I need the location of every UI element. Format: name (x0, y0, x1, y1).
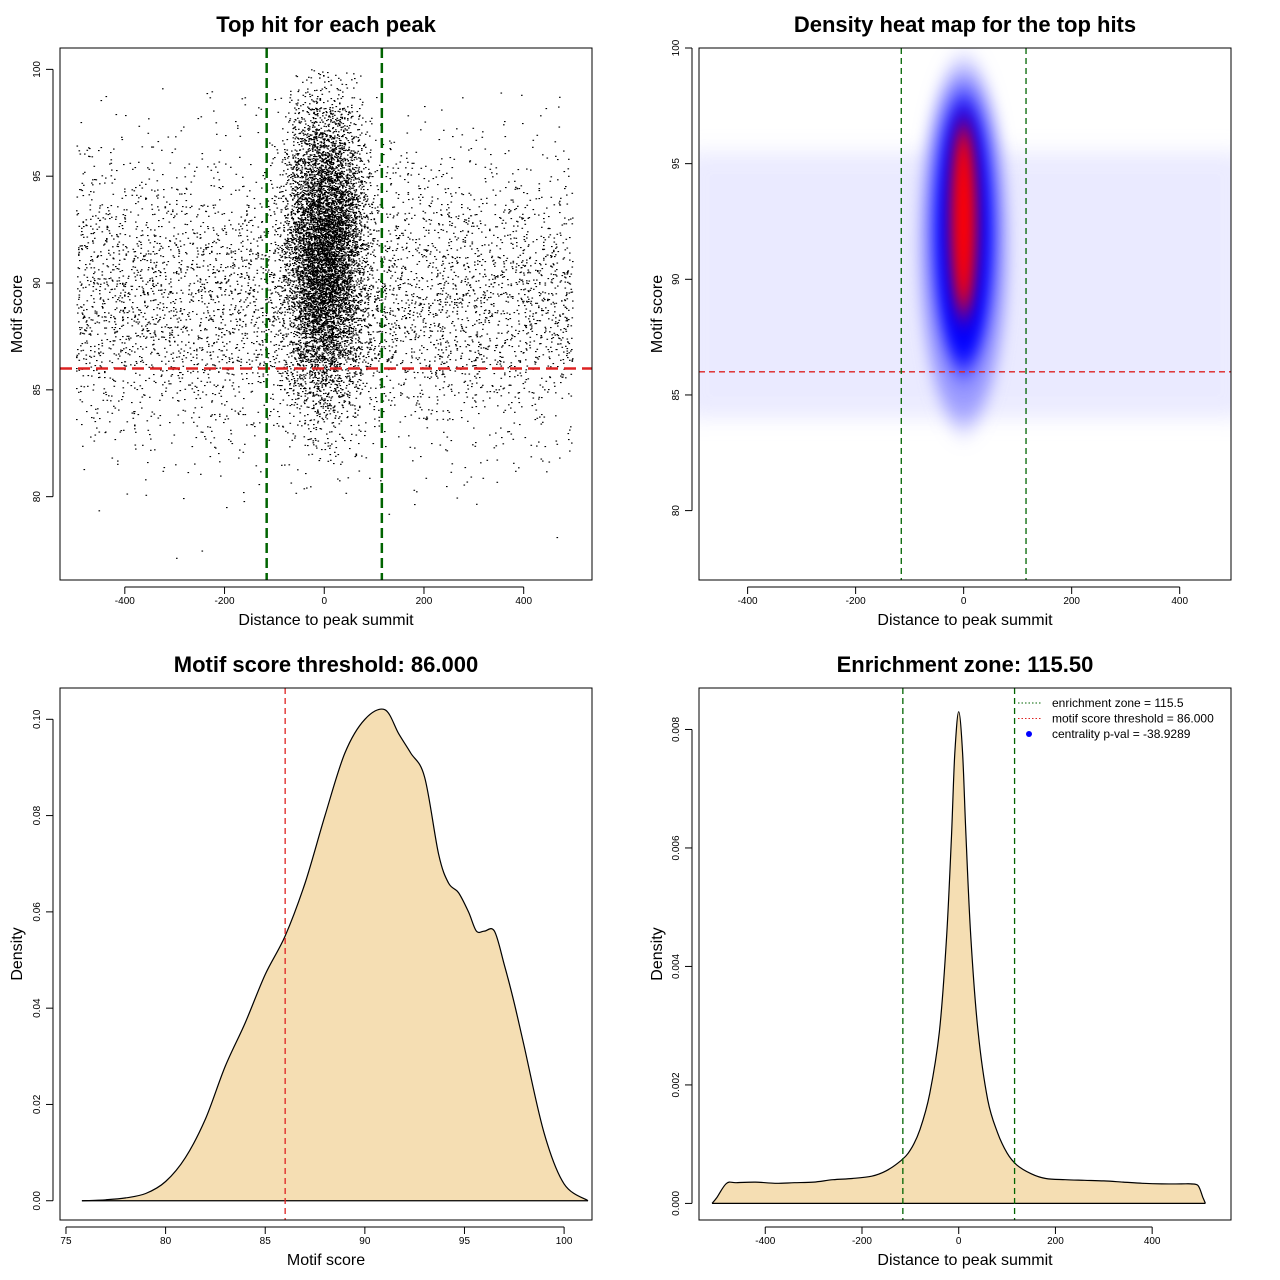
x-tick-label: 200 (416, 596, 433, 607)
chart-title: Motif score threshold: 86.000 (174, 652, 478, 677)
y-tick-label: 0.008 (671, 717, 682, 742)
y-axis: 0.000 0.002 0.004 0.006 0.008 (671, 717, 693, 1216)
y-tick-label: 95 (671, 158, 682, 170)
density-curve (81, 708, 589, 1202)
x-tick-label: 75 (60, 1236, 72, 1247)
distance-density-panel: -400 -200 0 200 400 0.000 0.002 0.004 0.006 0.008… (649, 652, 1232, 1269)
y-tick-label: 95 (32, 170, 43, 182)
y-tick-label: 0.00 (32, 1191, 43, 1211)
legend: enrichment zone = 115.5 motif score thres… (1018, 696, 1214, 741)
y-tick-label: 80 (32, 491, 43, 503)
x-axis: -400 -200 0 200 400 (738, 586, 1188, 607)
x-axis-label: Distance to peak summit (238, 612, 414, 629)
plot-frame (59, 687, 593, 1221)
x-axis-label: Distance to peak summit (877, 1252, 1053, 1269)
score-density-panel: 75 80 85 90 95 100 0.00 0.02 0.04 0.06 0.08 0.10 Mot… (9, 652, 593, 1269)
density-area (81, 709, 589, 1201)
heatmap-layer (699, 48, 1231, 580)
x-tick-label: 80 (160, 1236, 172, 1247)
scatter-panel: -400 -200 0 200 400 80 85 90 95 100 Top hit for ea… (9, 12, 593, 629)
x-tick-label: 400 (1144, 1236, 1161, 1247)
x-tick-label: 90 (359, 1236, 371, 1247)
chart-title: Density heat map for the top hits (794, 12, 1136, 37)
y-tick-label: 0.06 (32, 902, 43, 922)
y-tick-label: 100 (671, 39, 682, 56)
chart-title: Top hit for each peak (216, 12, 436, 37)
x-tick-label: 100 (556, 1236, 573, 1247)
y-axis: 80 85 90 95 100 (671, 39, 693, 517)
x-tick-label: 85 (260, 1236, 272, 1247)
y-tick-label: 0.02 (32, 1094, 43, 1114)
x-tick-label: 0 (961, 596, 967, 607)
chart-title: Enrichment zone: 115.50 (837, 652, 1094, 677)
heatmap-panel: -400 -200 0 200 400 80 85 90 95 100 Density heat m… (649, 12, 1232, 629)
y-axis-label: Motif score (9, 275, 26, 353)
y-tick-label: 90 (32, 277, 43, 289)
x-tick-label: 0 (321, 596, 327, 607)
x-tick-label: 200 (1063, 596, 1080, 607)
x-axis-label: Motif score (287, 1252, 365, 1269)
y-tick-label: 0.000 (671, 1190, 682, 1215)
density-area (712, 711, 1206, 1204)
y-axis-label: Density (649, 927, 666, 980)
x-tick-label: -400 (738, 596, 758, 607)
y-tick-label: 85 (671, 389, 682, 401)
x-axis-label: Distance to peak summit (877, 612, 1053, 629)
legend-swatch-pval (1026, 731, 1032, 737)
legend-entry-label: enrichment zone = 115.5 (1052, 696, 1184, 710)
legend-entry-label: centrality p-val = -38.9289 (1052, 727, 1191, 741)
x-tick-label: 400 (1171, 596, 1188, 607)
x-tick-label: 0 (956, 1236, 962, 1247)
y-tick-label: 80 (671, 505, 682, 517)
y-axis-label: Motif score (649, 275, 666, 353)
x-axis: 75 80 85 90 95 100 (60, 1226, 573, 1247)
x-axis: -400 -200 0 200 400 (755, 1226, 1161, 1247)
x-tick-label: -400 (755, 1236, 775, 1247)
heatmap-core-peak (950, 122, 977, 317)
x-tick-label: -200 (846, 596, 866, 607)
y-axis: 0.00 0.02 0.04 0.06 0.08 0.10 (32, 709, 54, 1211)
scatter-point-cloud (76, 69, 574, 559)
x-tick-label: -200 (215, 596, 235, 607)
x-tick-label: 400 (515, 596, 532, 607)
y-tick-label: 0.10 (32, 709, 43, 729)
y-tick-label: 0.004 (671, 953, 682, 978)
y-tick-label: 0.006 (671, 835, 682, 860)
plot-frame (698, 687, 1232, 1221)
y-tick-label: 0.002 (671, 1072, 682, 1097)
x-axis: -400 -200 0 200 400 (115, 586, 532, 607)
x-tick-label: 95 (459, 1236, 471, 1247)
y-tick-label: 100 (32, 61, 43, 78)
density-curve (711, 711, 1206, 1204)
scatter-points (76, 69, 574, 559)
y-tick-label: 85 (32, 384, 43, 396)
y-axis: 80 85 90 95 100 (32, 61, 54, 503)
y-tick-label: 0.08 (32, 805, 43, 825)
x-tick-label: -200 (852, 1236, 872, 1247)
legend-entry-label: motif score threshold = 86.000 (1052, 712, 1214, 726)
x-tick-label: 200 (1047, 1236, 1064, 1247)
y-tick-label: 0.04 (32, 998, 43, 1018)
y-axis-label: Density (9, 927, 26, 980)
y-tick-label: 90 (671, 273, 682, 285)
plot-frame (59, 47, 593, 581)
plot-frame (698, 47, 1232, 581)
x-tick-label: -400 (115, 596, 135, 607)
